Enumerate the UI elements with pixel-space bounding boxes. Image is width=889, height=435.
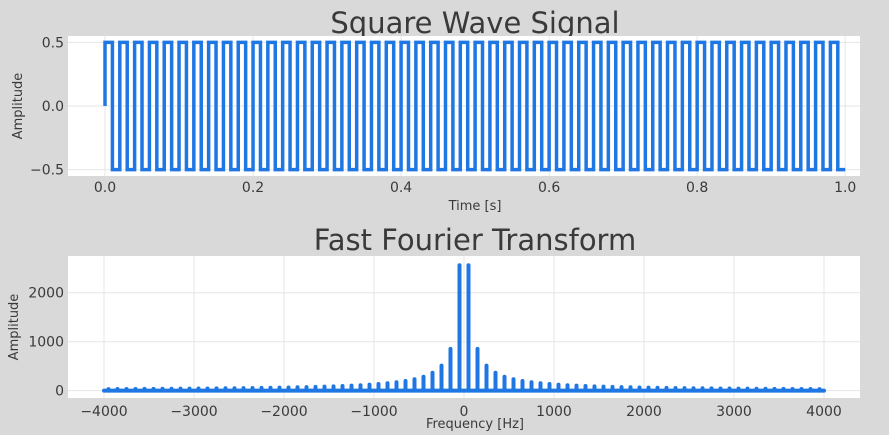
x-tick-label: 0.6 (538, 180, 560, 196)
square-wave-line (103, 40, 846, 172)
chart-title-fft: Fast Fourier Transform (314, 223, 636, 257)
x-tick-label: 1.0 (834, 180, 856, 196)
x-tick-label: 0.8 (686, 180, 708, 196)
x-ticks-fft: −4000 −3000 −2000 −1000 0 1000 2000 3000 4000 (80, 404, 842, 420)
y-ticks-square-wave: −0.5 0.0 0.5 (30, 35, 64, 178)
x-tick-label: 1000 (536, 404, 572, 420)
y-ticks-fft: 0 1000 2000 (28, 286, 64, 400)
x-tick-label: −4000 (80, 404, 127, 420)
x-tick-label: −3000 (170, 404, 217, 420)
x-axis-label-frequency: Frequency [Hz] (426, 417, 524, 432)
y-tick-label: 2000 (28, 286, 64, 302)
y-tick-label: 0.5 (42, 35, 64, 51)
x-tick-label: 2000 (626, 404, 662, 420)
x-tick-label: −1000 (350, 404, 397, 420)
y-axis-label-amplitude-bottom: Amplitude (7, 294, 22, 361)
square-wave-chart: Square Wave Signal 0.0 0.2 0.4 0.6 0.8 1.0 −0… (11, 6, 860, 214)
x-tick-label: 3000 (716, 404, 752, 420)
x-ticks-square-wave: 0.0 0.2 0.4 0.6 0.8 1.0 (94, 180, 856, 196)
y-axis-label-amplitude-top: Amplitude (11, 73, 26, 140)
x-tick-label: 4000 (806, 404, 842, 420)
y-tick-label: −0.5 (30, 163, 64, 179)
x-axis-label-time: Time [s] (448, 199, 502, 214)
fft-spectrum (102, 263, 826, 393)
y-tick-label: 0 (55, 384, 64, 400)
x-tick-label: 0.2 (242, 180, 264, 196)
y-tick-label: 0.0 (42, 99, 64, 115)
chart-title-square-wave: Square Wave Signal (330, 6, 619, 40)
x-tick-label: 0.4 (390, 180, 412, 196)
fft-chart: Fast Fourier Transform −4000 −3000 −2000 −1… (7, 223, 860, 432)
x-tick-label: 0 (460, 404, 469, 420)
x-tick-label: −2000 (260, 404, 307, 420)
x-tick-label: 0.0 (94, 180, 116, 196)
y-tick-label: 1000 (28, 335, 64, 351)
